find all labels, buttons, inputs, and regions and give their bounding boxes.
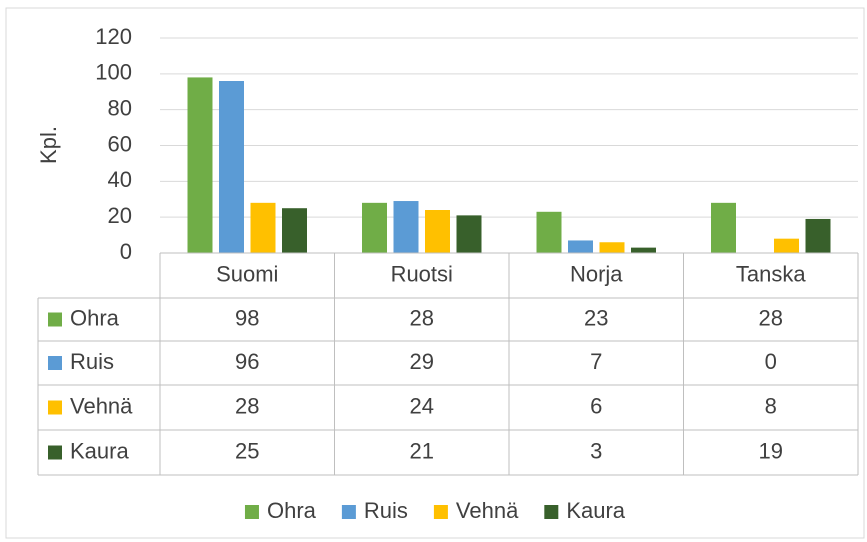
legend-label: Ruis (364, 498, 408, 523)
chart-frame (5, 7, 865, 539)
table-cell: 6 (590, 393, 602, 418)
table-series-name: Kaura (70, 438, 129, 463)
bar (805, 218, 831, 253)
y-tick-label: 0 (120, 239, 132, 264)
bar (568, 240, 593, 253)
bar (774, 238, 799, 253)
table-cell: 28 (759, 305, 783, 330)
legend: Ohra Ruis Vehnä Kaura (244, 498, 626, 523)
bar (599, 242, 625, 253)
table-cell: 28 (410, 305, 434, 330)
table-cell: 8 (765, 393, 777, 418)
table-legend-key (48, 445, 62, 460)
bar (456, 215, 482, 253)
table-cell: 0 (765, 349, 777, 374)
legend-key (244, 505, 259, 519)
legend-key (341, 505, 356, 519)
table-legend-key (48, 400, 62, 415)
table-cell: 25 (235, 438, 259, 463)
legend-key (433, 505, 448, 519)
legend-label: Ohra (267, 498, 317, 523)
table-cell: 3 (590, 438, 602, 463)
table-cell: 29 (410, 349, 434, 374)
table-cell: 19 (759, 438, 783, 463)
table-legend-key (48, 312, 62, 327)
y-tick-label: 100 (95, 60, 132, 85)
table-legend-key (48, 356, 62, 370)
bar (711, 202, 736, 253)
bar (631, 247, 656, 253)
table-series-name: Ruis (70, 349, 114, 374)
bar (219, 81, 244, 253)
y-tick-label: 60 (108, 131, 132, 156)
table-cell: 98 (235, 305, 259, 330)
bar (393, 201, 419, 253)
table-cell: 96 (235, 349, 259, 374)
table-cell: 21 (410, 438, 434, 463)
table-series-name: Vehnä (70, 393, 133, 418)
y-axis-label: Kpl. (36, 126, 61, 164)
y-tick-label: 80 (108, 95, 132, 120)
y-tick-label: 40 (108, 167, 132, 192)
bar (250, 202, 276, 253)
table-cell: 28 (235, 393, 259, 418)
bar (536, 211, 562, 253)
table-series-name: Ohra (70, 305, 120, 330)
bar (282, 208, 307, 253)
table-cell: 7 (590, 349, 602, 374)
table-header: Ruotsi (391, 261, 453, 286)
bar (425, 210, 450, 253)
legend-label: Vehnä (456, 498, 519, 523)
y-tick-label: 120 (95, 24, 132, 49)
table-header: Tanska (736, 261, 806, 286)
table-header: Norja (570, 261, 623, 286)
legend-key (544, 505, 559, 519)
legend-label: Kaura (566, 498, 625, 523)
bar (187, 77, 213, 254)
y-tick-label: 20 (108, 203, 132, 228)
table-header: Suomi (216, 261, 278, 286)
bar (362, 202, 387, 253)
table-cell: 24 (410, 393, 434, 418)
table-cell: 23 (584, 305, 608, 330)
